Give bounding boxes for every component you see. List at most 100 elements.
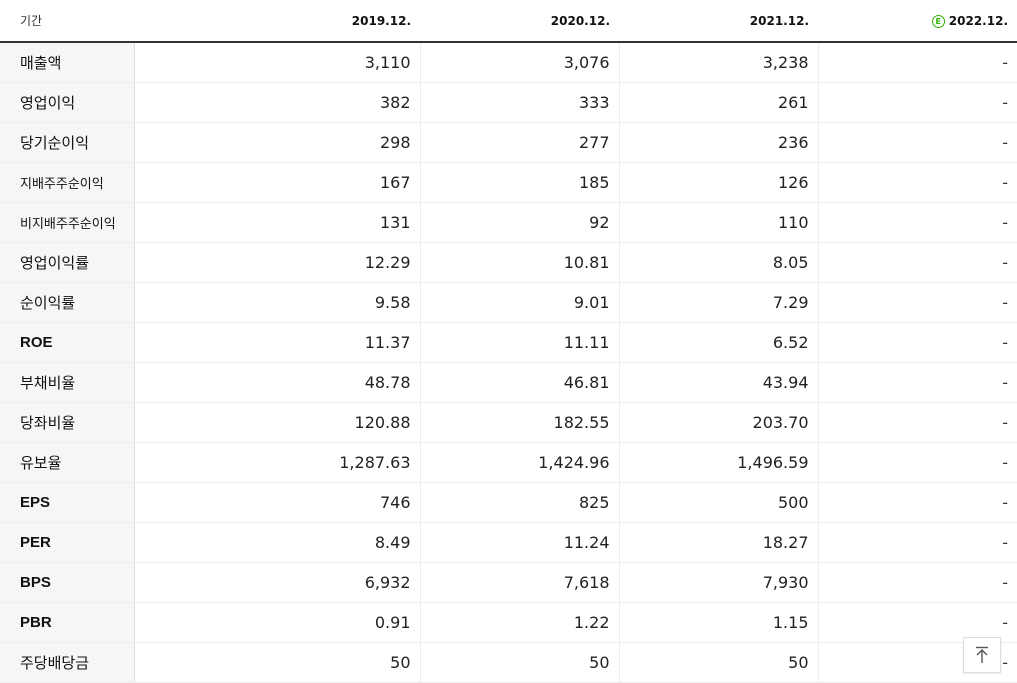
row-value: 50 xyxy=(419,641,619,683)
row-value: - xyxy=(817,562,1017,603)
row-value: 382 xyxy=(133,82,420,123)
row-value: 48.78 xyxy=(133,361,420,403)
row-value: 6.52 xyxy=(618,322,818,363)
table-row: PER 8.49 11.24 18.27- xyxy=(0,522,1017,563)
row-value: 46.81 xyxy=(419,361,619,403)
row-value: 9.58 xyxy=(133,282,420,323)
row-label: 지배주주순이익 xyxy=(0,162,135,203)
row-value: 9.01 xyxy=(419,282,619,323)
row-value: 10.81 xyxy=(419,241,619,283)
estimate-icon: E xyxy=(931,14,945,28)
row-value: 3,110 xyxy=(133,42,420,83)
row-value: - xyxy=(817,162,1017,203)
row-value: 167 xyxy=(133,162,420,203)
table-row: 주당배당금 50 50 50- xyxy=(0,641,1017,683)
row-label: 영업이익 xyxy=(0,82,135,123)
row-value: 746 xyxy=(133,481,420,523)
row-value: - xyxy=(817,522,1017,563)
row-value: 8.05 xyxy=(618,241,818,283)
row-value: 50 xyxy=(133,641,420,683)
row-value: 1,424.96 xyxy=(419,442,619,483)
period-2019: 2019.12. xyxy=(134,0,420,43)
period-2022-estimate: E 2022.12. xyxy=(818,0,1017,43)
table-row: BPS 6,932 7,618 7,930- xyxy=(0,562,1017,603)
row-value: - xyxy=(817,361,1017,403)
arrow-up-to-top-icon xyxy=(976,646,988,663)
table-row: 당기순이익 298 277 236- xyxy=(0,122,1017,163)
row-value: 1.15 xyxy=(618,602,818,643)
row-value: 6,932 xyxy=(133,562,420,603)
row-value: - xyxy=(817,282,1017,323)
row-value: 43.94 xyxy=(618,361,818,403)
row-label: 순이익률 xyxy=(0,282,135,323)
row-value: 110 xyxy=(618,202,818,243)
row-value: 1,496.59 xyxy=(618,442,818,483)
table-row: 순이익률 9.58 9.01 7.29- xyxy=(0,282,1017,323)
row-value: 12.29 xyxy=(133,241,420,283)
row-value: 131 xyxy=(133,202,420,243)
table-row: 당좌비율 120.88 182.55 203.70- xyxy=(0,402,1017,443)
row-value: 182.55 xyxy=(419,402,619,443)
table-row: 유보율 1,287.63 1,424.96 1,496.59- xyxy=(0,442,1017,483)
row-value: - xyxy=(817,122,1017,163)
table-row: 영업이익 382 333 261- xyxy=(0,82,1017,123)
row-label: 당기순이익 xyxy=(0,122,135,163)
row-value: 825 xyxy=(419,481,619,523)
row-value: 185 xyxy=(419,162,619,203)
row-value: 298 xyxy=(133,122,420,163)
table-row: 매출액 3,110 3,076 3,238- xyxy=(0,42,1017,83)
row-value: 18.27 xyxy=(618,522,818,563)
row-value: - xyxy=(817,602,1017,643)
row-label: 비지배주주순이익 xyxy=(0,202,135,243)
period-2021: 2021.12. xyxy=(619,0,818,43)
row-value: 203.70 xyxy=(618,402,818,443)
row-value: - xyxy=(817,322,1017,363)
row-value: 500 xyxy=(618,481,818,523)
row-value: 3,238 xyxy=(618,42,818,83)
row-value: - xyxy=(817,481,1017,523)
table-row: 비지배주주순이익 131 92 110- xyxy=(0,202,1017,243)
row-label: 영업이익률 xyxy=(0,241,135,283)
row-value: 11.37 xyxy=(133,322,420,363)
table-row: 영업이익률 12.29 10.81 8.05- xyxy=(0,241,1017,283)
row-value: 277 xyxy=(419,122,619,163)
row-value: 1.22 xyxy=(419,602,619,643)
row-label: EPS xyxy=(0,481,135,523)
row-value: 92 xyxy=(419,202,619,243)
table-row: 부채비율 48.78 46.81 43.94- xyxy=(0,361,1017,403)
row-label: 유보율 xyxy=(0,442,135,483)
row-label: PBR xyxy=(0,602,135,643)
row-label: 당좌비율 xyxy=(0,402,135,443)
row-value: 3,076 xyxy=(419,42,619,83)
row-value: 11.24 xyxy=(419,522,619,563)
row-value: 333 xyxy=(419,82,619,123)
row-value: - xyxy=(817,241,1017,283)
period-2020: 2020.12. xyxy=(420,0,619,43)
header-row: 기간 2019.12. 2020.12. 2021.12. E 2022.12. xyxy=(0,0,1017,43)
row-label: 부채비율 xyxy=(0,361,135,403)
scroll-to-top-button[interactable] xyxy=(963,637,1001,673)
row-value: - xyxy=(817,442,1017,483)
table-row: PBR 0.91 1.22 1.15- xyxy=(0,602,1017,643)
period-2022: 2022.12. xyxy=(948,13,1008,28)
row-value: - xyxy=(817,402,1017,443)
table-row: EPS 746 825 500- xyxy=(0,481,1017,523)
row-value: - xyxy=(817,82,1017,123)
row-value: 0.91 xyxy=(133,602,420,643)
row-label: PER xyxy=(0,522,135,563)
row-value: 11.11 xyxy=(419,322,619,363)
row-label: BPS xyxy=(0,562,135,603)
row-value: 261 xyxy=(618,82,818,123)
row-value: 7.29 xyxy=(618,282,818,323)
row-value: 50 xyxy=(618,641,818,683)
table-row: 지배주주순이익 167 185 126- xyxy=(0,162,1017,203)
row-value: 236 xyxy=(618,122,818,163)
row-value: 120.88 xyxy=(133,402,420,443)
row-value: - xyxy=(817,42,1017,83)
row-value: - xyxy=(817,202,1017,243)
row-value: 1,287.63 xyxy=(133,442,420,483)
table-row: ROE 11.37 11.11 6.52- xyxy=(0,322,1017,363)
row-value: 7,930 xyxy=(618,562,818,603)
row-label: 주당배당금 xyxy=(0,641,135,683)
